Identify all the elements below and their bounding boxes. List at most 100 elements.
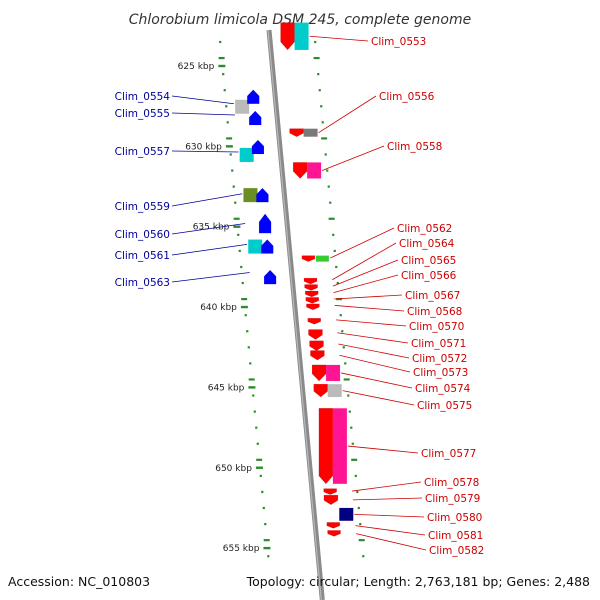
backbone-line [266, 29, 325, 600]
tick-mark [241, 281, 244, 285]
label-leader [332, 259, 399, 287]
reverse-gene-box [235, 99, 250, 114]
tick-mark [313, 56, 320, 60]
reverse-gene-arrow [258, 213, 272, 234]
forward-gene-arrow [280, 22, 295, 51]
forward-gene-box [339, 507, 354, 521]
reverse-gene-arrow [260, 239, 274, 254]
tick-mark [328, 217, 335, 220]
gene-label-forward: Clim_0577 [421, 448, 476, 460]
tick-mark [359, 522, 362, 526]
accession-text: Accession: NC_010803 [8, 574, 150, 589]
tick-mark [324, 153, 327, 156]
forward-gene-arrow [301, 255, 316, 262]
forward-gene-arrow [323, 494, 339, 506]
gene-label-forward: Clim_0564 [399, 238, 455, 250]
tick-mark [351, 458, 358, 461]
gene-label-forward: Clim_0575 [417, 400, 472, 412]
gene-label-forward: Clim_0572 [412, 353, 467, 365]
gene-label-reverse: Clim_0563 [115, 277, 170, 289]
forward-gene-arrow [308, 329, 323, 340]
forward-gene-box [303, 128, 318, 137]
gene-label-reverse: Clim_0559 [115, 201, 170, 213]
tick-mark [229, 153, 232, 156]
major-tick [240, 305, 248, 309]
tick-mark [339, 314, 342, 317]
tick-mark [253, 410, 256, 413]
gene-label-forward: Clim_0573 [413, 367, 468, 379]
tick-mark [226, 137, 233, 140]
label-leader [352, 481, 422, 492]
tick-mark [317, 73, 320, 76]
label-leader [171, 193, 243, 207]
tick-mark [341, 330, 344, 333]
tick-mark [246, 330, 249, 333]
forward-gene-arrow [306, 303, 320, 311]
gene-label-forward: Clim_0582 [429, 545, 484, 557]
label-leader [354, 513, 425, 518]
forward-gene-arrow [292, 162, 308, 179]
tick-mark [233, 217, 240, 220]
tick-mark [262, 506, 265, 510]
tick-marks: 625 kbp 630 kbp 635 kbp 640 kbp 645 kbp 650 k… [178, 40, 365, 558]
tick-mark [256, 442, 259, 445]
label-leader [336, 319, 407, 327]
label-leader [309, 35, 369, 42]
label-leader [355, 533, 427, 551]
label-leader [332, 242, 397, 281]
tick-mark [256, 458, 263, 461]
major-tick [225, 145, 233, 148]
forward-gene-box [315, 255, 329, 262]
forward-gene-arrow [310, 350, 325, 361]
tick-mark [342, 346, 345, 349]
map-title: Chlorobium limicola DSM 245, complete ge… [129, 12, 472, 28]
tick-mark [222, 73, 225, 76]
kbp-label: 650 kbp [215, 464, 252, 474]
tick-mark [314, 40, 317, 44]
forward-gene-arrow [326, 522, 341, 529]
label-leader [321, 145, 385, 171]
gene-label-forward: Clim_0568 [407, 306, 462, 318]
forward-gene-box [307, 162, 322, 179]
label-leader [330, 227, 395, 259]
kbp-label: 640 kbp [200, 303, 237, 313]
kbp-label: 625 kbp [178, 62, 215, 72]
topology-text: Topology: circular; Length: 2,763,181 bp… [246, 574, 590, 589]
tick-mark [343, 378, 350, 381]
label-leader [339, 354, 411, 373]
tick-mark [238, 249, 241, 253]
tick-mark [231, 169, 234, 172]
tick-mark [249, 362, 252, 365]
forward-gene-box [294, 22, 309, 50]
forward-gene-arrow [304, 290, 319, 298]
forward-gene-arrow [311, 364, 327, 382]
forward-gene-box [326, 364, 341, 381]
gene-label-forward: Clim_0580 [427, 512, 482, 524]
forward-gene-arrow [318, 408, 334, 485]
gene-label-forward: Clim_0565 [401, 255, 456, 267]
reverse-gene-box [243, 188, 258, 203]
gene-features [235, 22, 354, 537]
major-tick [233, 225, 241, 228]
label-leader [171, 95, 234, 105]
gene-label-forward: Clim_0578 [424, 477, 479, 489]
gene-label-forward: Clim_0570 [409, 321, 464, 333]
tick-mark [223, 89, 226, 92]
label-leader [171, 112, 235, 116]
tick-mark [350, 426, 353, 429]
gene-label-forward: Clim_0581 [428, 530, 483, 542]
tick-mark [263, 539, 270, 542]
tick-mark [218, 56, 225, 60]
major-tick [218, 64, 226, 68]
tick-mark [252, 394, 255, 397]
gene-label-reverse: Clim_0554 [115, 91, 171, 103]
tick-mark [244, 314, 247, 317]
tick-mark [348, 410, 351, 413]
tick-mark [248, 378, 255, 381]
tick-mark [255, 426, 258, 429]
reverse-gene-box [239, 147, 254, 162]
reverse-gene-arrow [263, 269, 277, 285]
label-leader [338, 343, 410, 359]
tick-mark [344, 362, 347, 365]
